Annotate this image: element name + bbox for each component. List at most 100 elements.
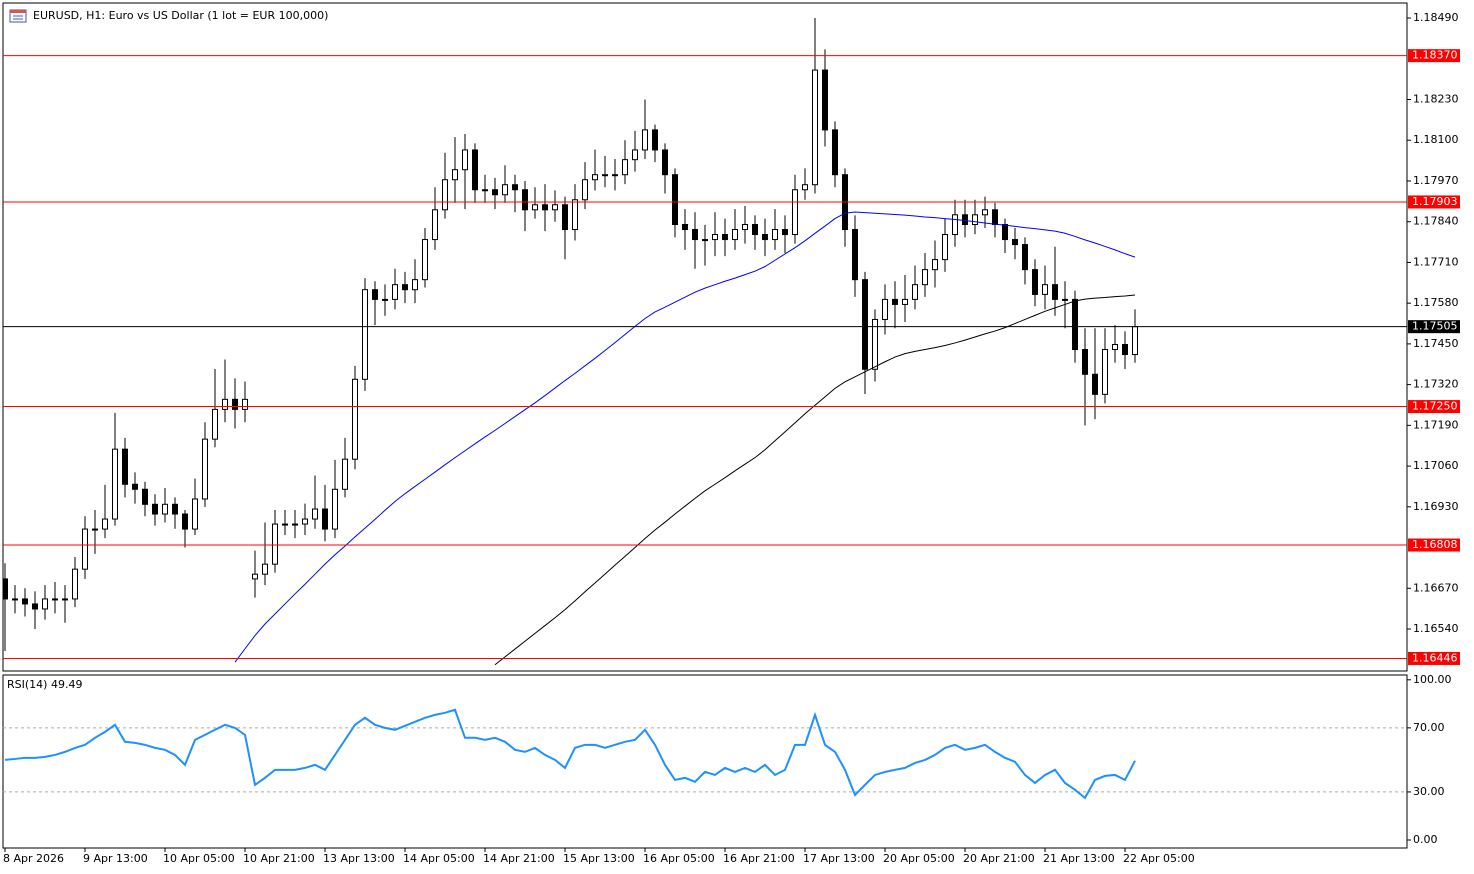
candle-body <box>392 284 398 300</box>
candle-body <box>342 458 348 490</box>
candle-body <box>252 573 258 580</box>
x-tick-label: 13 Apr 13:00 <box>323 852 395 865</box>
x-tick-label: 14 Apr 05:00 <box>403 852 475 865</box>
y-tick-label: 1.17190 <box>1413 418 1459 431</box>
y-tick-label: 1.17450 <box>1413 337 1459 350</box>
candle-body <box>922 269 928 286</box>
candle-body <box>482 189 488 192</box>
candle-body <box>612 174 618 177</box>
rsi-line <box>4 708 1136 800</box>
candle-body <box>82 528 88 570</box>
candle-body <box>1062 298 1068 301</box>
y-tick-label: 1.17970 <box>1413 174 1459 187</box>
axes: 1.18490 1.18230 1.18100 1.17970 1.17840 1.177… <box>3 11 1460 865</box>
level-price-box <box>1408 400 1460 414</box>
candle-body <box>162 503 168 515</box>
candle-body <box>182 513 188 530</box>
candle-body <box>442 179 448 211</box>
candle-body <box>622 159 628 176</box>
level-price-label: 1.17250 <box>1412 400 1458 413</box>
candle-body <box>12 598 18 601</box>
candle-body <box>272 523 278 565</box>
candle-body <box>32 603 38 610</box>
candle-body <box>632 149 638 161</box>
candle-body <box>462 149 468 171</box>
candle-body <box>862 279 868 370</box>
candle-body <box>852 229 858 281</box>
y-tick-label: 1.17840 <box>1413 215 1459 228</box>
level-price-box <box>1408 195 1460 209</box>
candle-body <box>352 378 358 460</box>
candle-body <box>682 224 688 231</box>
moving-average-line <box>234 211 1136 663</box>
candle-body <box>232 398 238 410</box>
candle-body <box>1032 269 1038 295</box>
level-price-label: 1.17505 <box>1412 320 1458 333</box>
candle-body <box>282 523 288 526</box>
candle-body <box>562 204 568 231</box>
candle-body <box>22 598 28 605</box>
symbol-icon <box>9 9 27 23</box>
candle-body <box>582 179 588 201</box>
candle-body <box>532 204 538 211</box>
y-tick-label: 100.00 <box>1413 673 1452 686</box>
candle-body <box>692 229 698 241</box>
candle-body <box>932 259 938 271</box>
x-tick-label: 20 Apr 21:00 <box>963 852 1035 865</box>
candle-body <box>942 234 948 261</box>
y-tick-label: 1.18100 <box>1413 133 1459 146</box>
level-price-box <box>1408 538 1460 552</box>
level-price-box <box>1408 651 1460 665</box>
candle-body <box>72 568 78 600</box>
candle-body <box>642 129 648 151</box>
rsi-plot <box>3 708 1407 800</box>
candle-body <box>672 174 678 226</box>
candle-body <box>662 149 668 176</box>
candle-body <box>92 528 98 531</box>
candle-body <box>832 129 838 176</box>
candle-body <box>652 129 658 151</box>
y-tick-label: 1.16540 <box>1413 622 1459 635</box>
candle-body <box>892 298 898 305</box>
candle-body <box>1122 344 1128 356</box>
candle-body <box>42 598 48 610</box>
main-frame <box>2 2 1408 672</box>
candle-body <box>522 189 528 211</box>
candle-body <box>312 508 318 520</box>
candle-body <box>382 298 388 301</box>
candle-body <box>772 229 778 241</box>
x-tick-label: 10 Apr 05:00 <box>163 852 235 865</box>
candle-body <box>322 508 328 530</box>
candle-body <box>552 204 558 211</box>
candle-body <box>172 503 178 515</box>
candle-body <box>432 209 438 241</box>
candle-body <box>762 234 768 241</box>
candle-body <box>802 184 808 191</box>
candle-body <box>1102 349 1108 395</box>
candle-body <box>262 563 268 575</box>
candle-body <box>422 239 428 281</box>
level-price-box <box>1408 49 1460 63</box>
y-tick-label: 1.17710 <box>1413 255 1459 268</box>
level-price-label: 1.17903 <box>1412 195 1458 208</box>
candle-body <box>1052 284 1058 300</box>
candle-body <box>412 279 418 291</box>
candle-body <box>402 284 408 291</box>
candle-body <box>212 408 218 440</box>
candle-body <box>222 398 228 410</box>
candle-body <box>152 503 158 515</box>
x-tick-label: 15 Apr 13:00 <box>563 852 635 865</box>
candle-body <box>112 448 118 520</box>
candle-body <box>1112 344 1118 351</box>
level-price-box <box>1408 320 1460 334</box>
candle-body <box>102 518 108 530</box>
candle-body <box>332 488 338 530</box>
candle-body <box>572 199 578 231</box>
candle-body <box>992 209 998 226</box>
candle-body <box>1042 284 1048 295</box>
candle-body <box>142 488 148 505</box>
candle-body <box>952 214 958 236</box>
level-price-label: 1.16808 <box>1412 538 1458 551</box>
